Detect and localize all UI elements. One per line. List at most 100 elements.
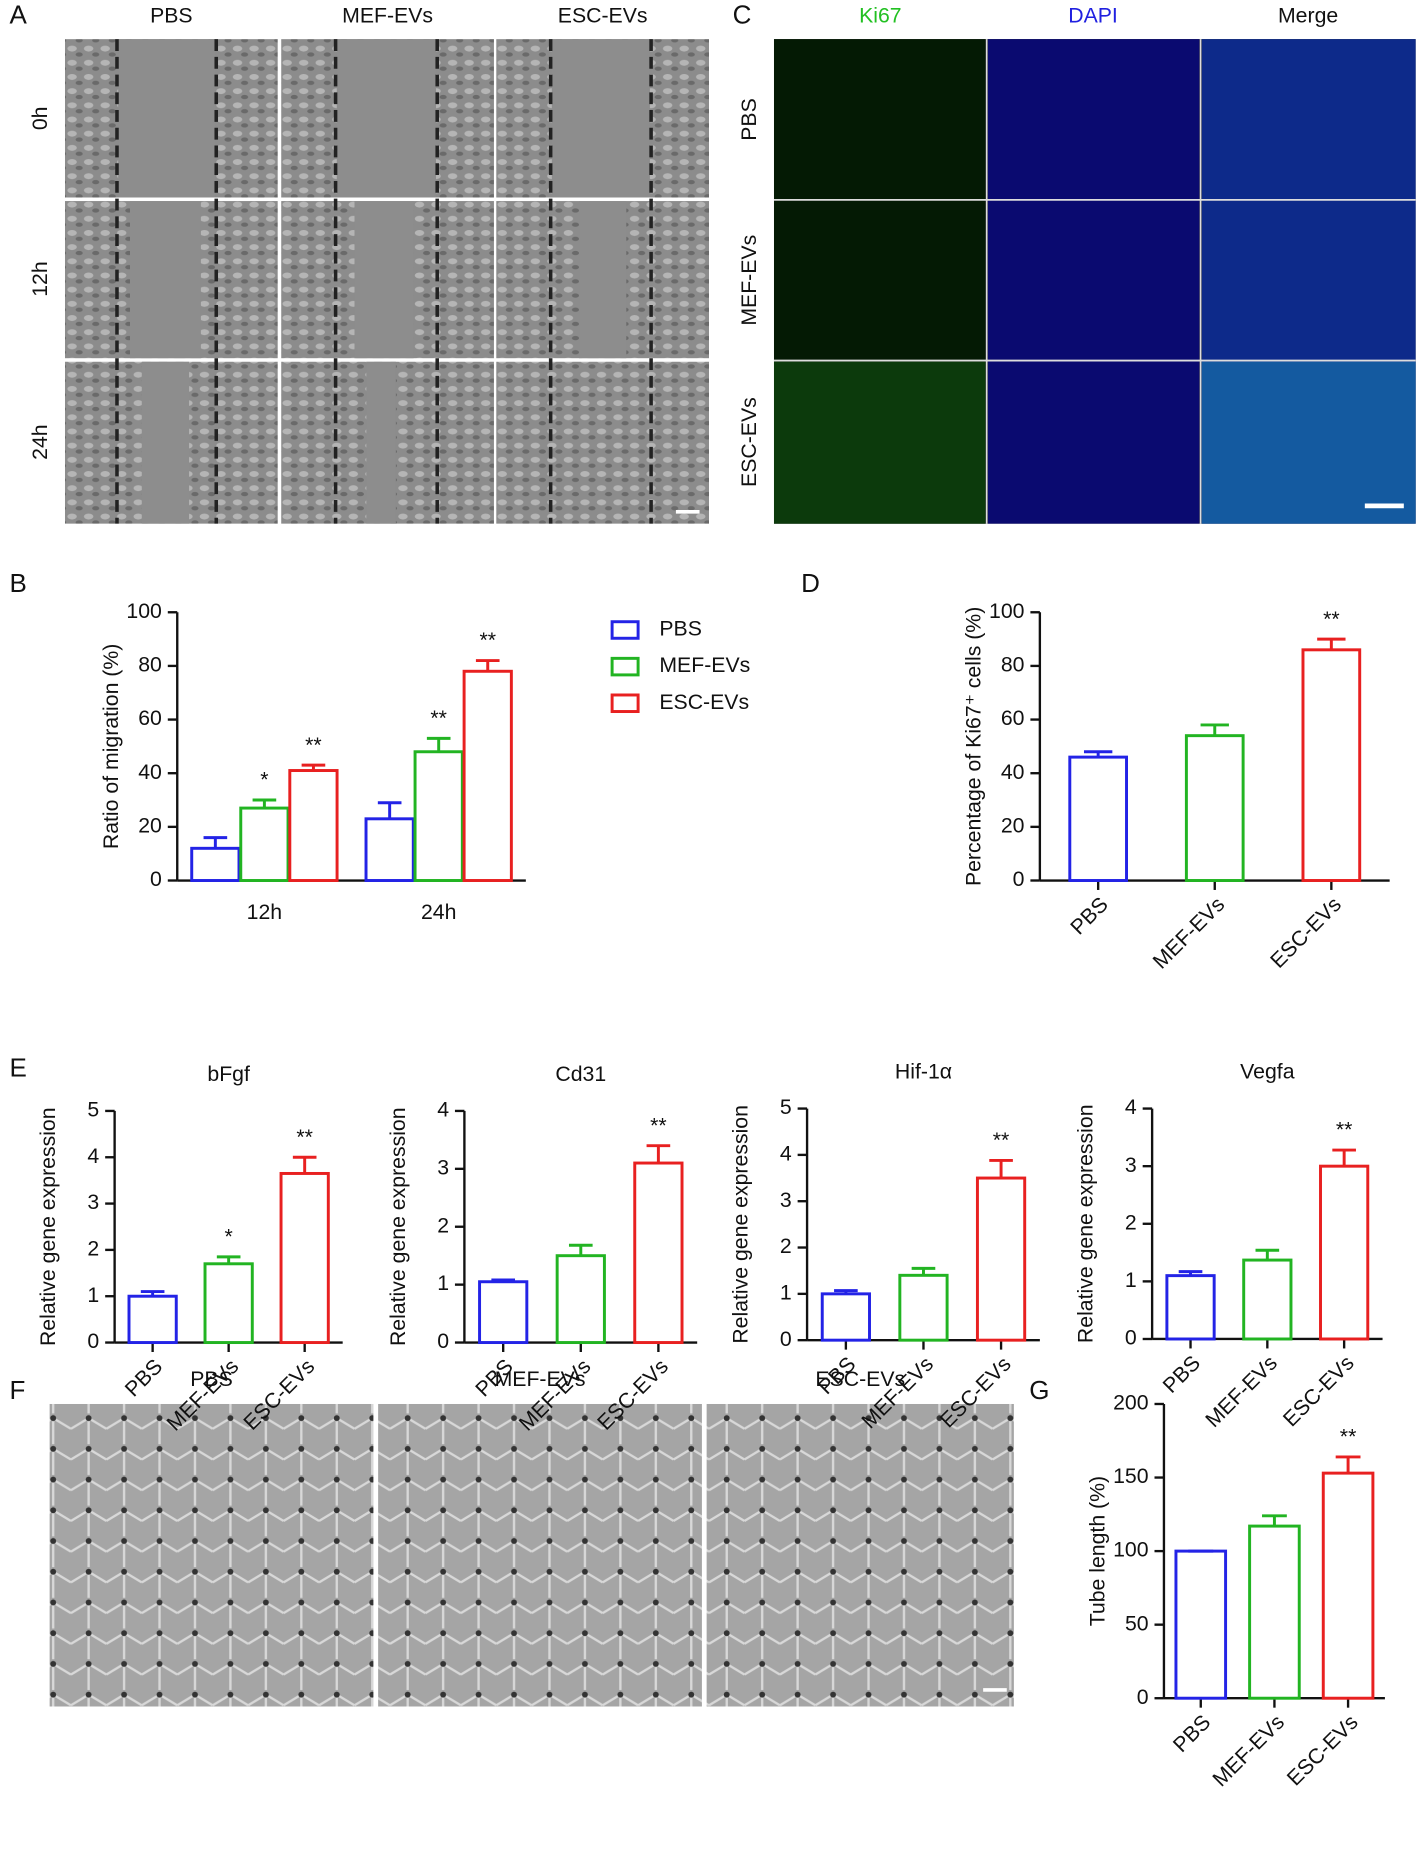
y-tick-label: 4 — [437, 1098, 449, 1122]
bar — [1068, 755, 1128, 882]
column-label: PBS — [150, 3, 193, 27]
y-tick-label: 100 — [989, 599, 1024, 623]
y-tick-label: 4 — [780, 1141, 792, 1165]
y-tick-label: 4 — [87, 1144, 99, 1168]
row-label: PBS — [737, 98, 761, 141]
significance-mark: ** — [1336, 1118, 1353, 1142]
y-tick-label: 1 — [437, 1271, 449, 1295]
column-label: MEF-EVs — [342, 3, 433, 27]
bar — [478, 1280, 529, 1345]
bar — [975, 1176, 1027, 1342]
significance-mark: ** — [993, 1128, 1010, 1152]
significance-mark: ** — [430, 706, 447, 730]
column-label: ESC-EVs — [815, 1367, 905, 1391]
image-panels — [49, 39, 1416, 1707]
scratch-images — [64, 39, 709, 524]
bar — [1242, 1258, 1293, 1341]
row-label: ESC-EVs — [737, 397, 761, 487]
significance-mark: ** — [1323, 607, 1340, 631]
panel-letter: D — [801, 568, 820, 598]
significance-mark: ** — [479, 628, 496, 652]
panel-letter: F — [9, 1375, 25, 1405]
y-tick-label: 1 — [780, 1280, 792, 1304]
tube-images — [49, 1403, 1014, 1707]
x-tick-label: PBS — [471, 1354, 518, 1401]
bar — [203, 1262, 254, 1345]
x-tick-label: MEF-EVs — [1208, 1710, 1289, 1791]
y-tick-label: 0 — [437, 1329, 449, 1353]
micrograph — [49, 1403, 374, 1707]
y-tick-label: 50 — [1125, 1611, 1149, 1635]
y-tick-label: 2 — [780, 1234, 792, 1258]
legend-swatch — [610, 656, 640, 677]
bar — [1321, 1471, 1375, 1700]
y-tick-label: 60 — [138, 706, 162, 730]
significance-mark: ** — [1340, 1425, 1357, 1449]
bar — [633, 1161, 684, 1345]
row-label: 24h — [28, 424, 52, 459]
x-tick-label: 12h — [247, 900, 282, 924]
x-tick-label: PBS — [1158, 1351, 1205, 1398]
significance-mark: * — [260, 768, 268, 792]
x-tick-label: PBS — [813, 1352, 860, 1399]
bar — [279, 1171, 330, 1345]
panel-letter: A — [9, 0, 27, 30]
y-tick-label: 4 — [1125, 1095, 1137, 1119]
y-tick-label: 40 — [138, 760, 162, 784]
x-tick-label: MEF-EVs — [1148, 892, 1229, 973]
y-axis-label: Relative gene expression — [386, 1107, 410, 1346]
merge-channel — [1201, 361, 1416, 524]
micrograph — [706, 1403, 1014, 1707]
y-tick-label: 2 — [437, 1213, 449, 1237]
bar — [1301, 648, 1362, 882]
micrograph — [378, 1403, 702, 1707]
column-label: Ki67 — [859, 3, 902, 27]
y-tick-label: 1 — [87, 1283, 99, 1307]
row-label: 12h — [28, 261, 52, 296]
y-tick-label: 3 — [780, 1188, 792, 1212]
y-tick-label: 0 — [150, 867, 162, 891]
y-tick-label: 80 — [1001, 653, 1025, 677]
bar — [364, 817, 415, 882]
x-tick-label: ESC-EVs — [1282, 1710, 1362, 1790]
column-label: DAPI — [1068, 3, 1118, 27]
bar — [1319, 1164, 1370, 1341]
row-label: MEF-EVs — [737, 235, 761, 326]
y-tick-label: 2 — [87, 1237, 99, 1261]
x-tick-label: PBS — [120, 1354, 167, 1401]
chart-title: bFgf — [207, 1062, 250, 1086]
y-tick-label: 200 — [1113, 1391, 1148, 1415]
y-tick-label: 100 — [126, 599, 161, 623]
row-label: 0h — [28, 107, 52, 131]
y-axis-label: Ratio of migration (%) — [99, 644, 123, 850]
image-dividers — [773, 39, 1416, 524]
x-tick-label: MEF-EVs — [1201, 1351, 1282, 1432]
dapi-channel — [987, 39, 1200, 524]
bar — [820, 1292, 871, 1342]
legend-swatch — [610, 693, 640, 714]
chart-title: Vegfa — [1240, 1060, 1295, 1084]
y-tick-label: 80 — [138, 653, 162, 677]
y-axis-label: Relative gene expression — [729, 1105, 753, 1344]
bar — [555, 1254, 606, 1345]
bar — [1248, 1524, 1301, 1700]
x-tick-label: ESC-EVs — [1266, 892, 1346, 972]
panel-letter: C — [733, 0, 752, 30]
column-label: ESC-EVs — [558, 3, 648, 27]
y-tick-label: 3 — [87, 1190, 99, 1214]
legend-label: MEF-EVs — [659, 653, 750, 677]
panel-letter: B — [9, 568, 26, 598]
ki67-channel — [773, 361, 986, 524]
column-label: MEF-EVs — [495, 1367, 586, 1391]
y-tick-label: 3 — [437, 1155, 449, 1179]
y-axis-label: Relative gene expression — [36, 1107, 60, 1346]
column-label: PBS — [190, 1367, 233, 1391]
bar — [239, 806, 290, 882]
y-tick-label: 20 — [138, 813, 162, 837]
y-axis-label: Tube length (%) — [1086, 1476, 1110, 1626]
y-tick-label: 60 — [1001, 706, 1025, 730]
significance-mark: ** — [650, 1113, 667, 1137]
significance-mark: ** — [296, 1125, 313, 1149]
